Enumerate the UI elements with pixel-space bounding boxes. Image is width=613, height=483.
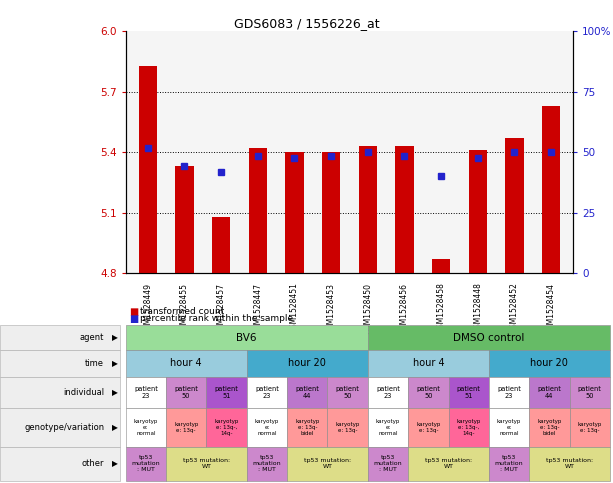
Text: karyotyp
e: 13q-
bidel: karyotyp e: 13q- bidel — [537, 419, 562, 436]
Text: karyotyp
e:
normal: karyotyp e: normal — [255, 419, 279, 436]
Text: patient
50: patient 50 — [174, 386, 198, 399]
Bar — [468, 150, 487, 273]
Text: genotype/variation: genotype/variation — [24, 423, 104, 432]
Text: ▶: ▶ — [112, 459, 118, 468]
Bar — [542, 106, 560, 273]
Text: tp53
mutation
: MUT: tp53 mutation : MUT — [132, 455, 160, 472]
Text: patient
23: patient 23 — [134, 386, 158, 399]
Text: karyotyp
e: 13q-
bidel: karyotyp e: 13q- bidel — [295, 419, 319, 436]
Text: patient
44: patient 44 — [295, 386, 319, 399]
Text: tp53 mutation:
WT: tp53 mutation: WT — [304, 458, 351, 469]
Text: karyotyp
e: 13q-: karyotyp e: 13q- — [577, 422, 602, 433]
Text: karyotyp
e: 13q-,
14q-: karyotyp e: 13q-, 14q- — [215, 419, 238, 436]
Text: patient
50: patient 50 — [336, 386, 360, 399]
Bar — [139, 66, 157, 273]
Text: ■: ■ — [129, 314, 138, 324]
Text: tp53 mutation:
WT: tp53 mutation: WT — [425, 458, 472, 469]
Bar — [359, 146, 377, 273]
Text: patient
23: patient 23 — [497, 386, 521, 399]
Text: patient
50: patient 50 — [578, 386, 602, 399]
Text: other: other — [82, 459, 104, 468]
Text: tp53
mutation
: MUT: tp53 mutation : MUT — [253, 455, 281, 472]
Text: tp53
mutation
: MUT: tp53 mutation : MUT — [374, 455, 402, 472]
Text: hour 20: hour 20 — [288, 358, 326, 369]
Text: karyotyp
e: 13q-: karyotyp e: 13q- — [174, 422, 199, 433]
Text: ▶: ▶ — [112, 388, 118, 397]
Text: hour 20: hour 20 — [530, 358, 568, 369]
Text: ▶: ▶ — [112, 333, 118, 342]
Text: ■: ■ — [129, 307, 138, 316]
Text: karyotyp
e:
normal: karyotyp e: normal — [376, 419, 400, 436]
Text: patient
51: patient 51 — [457, 386, 481, 399]
Text: agent: agent — [80, 333, 104, 342]
Text: time: time — [85, 359, 104, 368]
Bar — [322, 152, 340, 273]
Text: DMSO control: DMSO control — [453, 333, 525, 342]
Bar — [248, 148, 267, 273]
Bar — [395, 146, 414, 273]
Bar — [175, 166, 194, 273]
Text: GDS6083 / 1556226_at: GDS6083 / 1556226_at — [234, 17, 379, 30]
Text: patient
51: patient 51 — [215, 386, 238, 399]
Text: ▶: ▶ — [112, 359, 118, 368]
Text: karyotyp
e: 13q-: karyotyp e: 13q- — [416, 422, 441, 433]
Text: karyotyp
e:
normal: karyotyp e: normal — [497, 419, 521, 436]
Bar — [432, 259, 451, 273]
Text: BV6: BV6 — [237, 333, 257, 342]
Text: patient
44: patient 44 — [538, 386, 562, 399]
Text: karyotyp
e: 13q-: karyotyp e: 13q- — [335, 422, 360, 433]
Text: karyotyp
e: 13q-,
14q-: karyotyp e: 13q-, 14q- — [457, 419, 481, 436]
Text: tp53 mutation:
WT: tp53 mutation: WT — [546, 458, 593, 469]
Text: karyotyp
e:
normal: karyotyp e: normal — [134, 419, 158, 436]
Text: patient
23: patient 23 — [255, 386, 279, 399]
Bar — [285, 152, 303, 273]
Text: ▶: ▶ — [112, 423, 118, 432]
Text: percentile rank within the sample: percentile rank within the sample — [140, 314, 293, 323]
Text: transformed count: transformed count — [140, 307, 224, 316]
Text: patient
23: patient 23 — [376, 386, 400, 399]
Text: hour 4: hour 4 — [413, 358, 444, 369]
Text: individual: individual — [63, 388, 104, 397]
Text: tp53 mutation:
WT: tp53 mutation: WT — [183, 458, 230, 469]
Text: tp53
mutation
: MUT: tp53 mutation : MUT — [495, 455, 524, 472]
Text: patient
50: patient 50 — [416, 386, 440, 399]
Text: hour 4: hour 4 — [170, 358, 202, 369]
Bar — [505, 138, 524, 273]
Bar — [212, 216, 230, 273]
